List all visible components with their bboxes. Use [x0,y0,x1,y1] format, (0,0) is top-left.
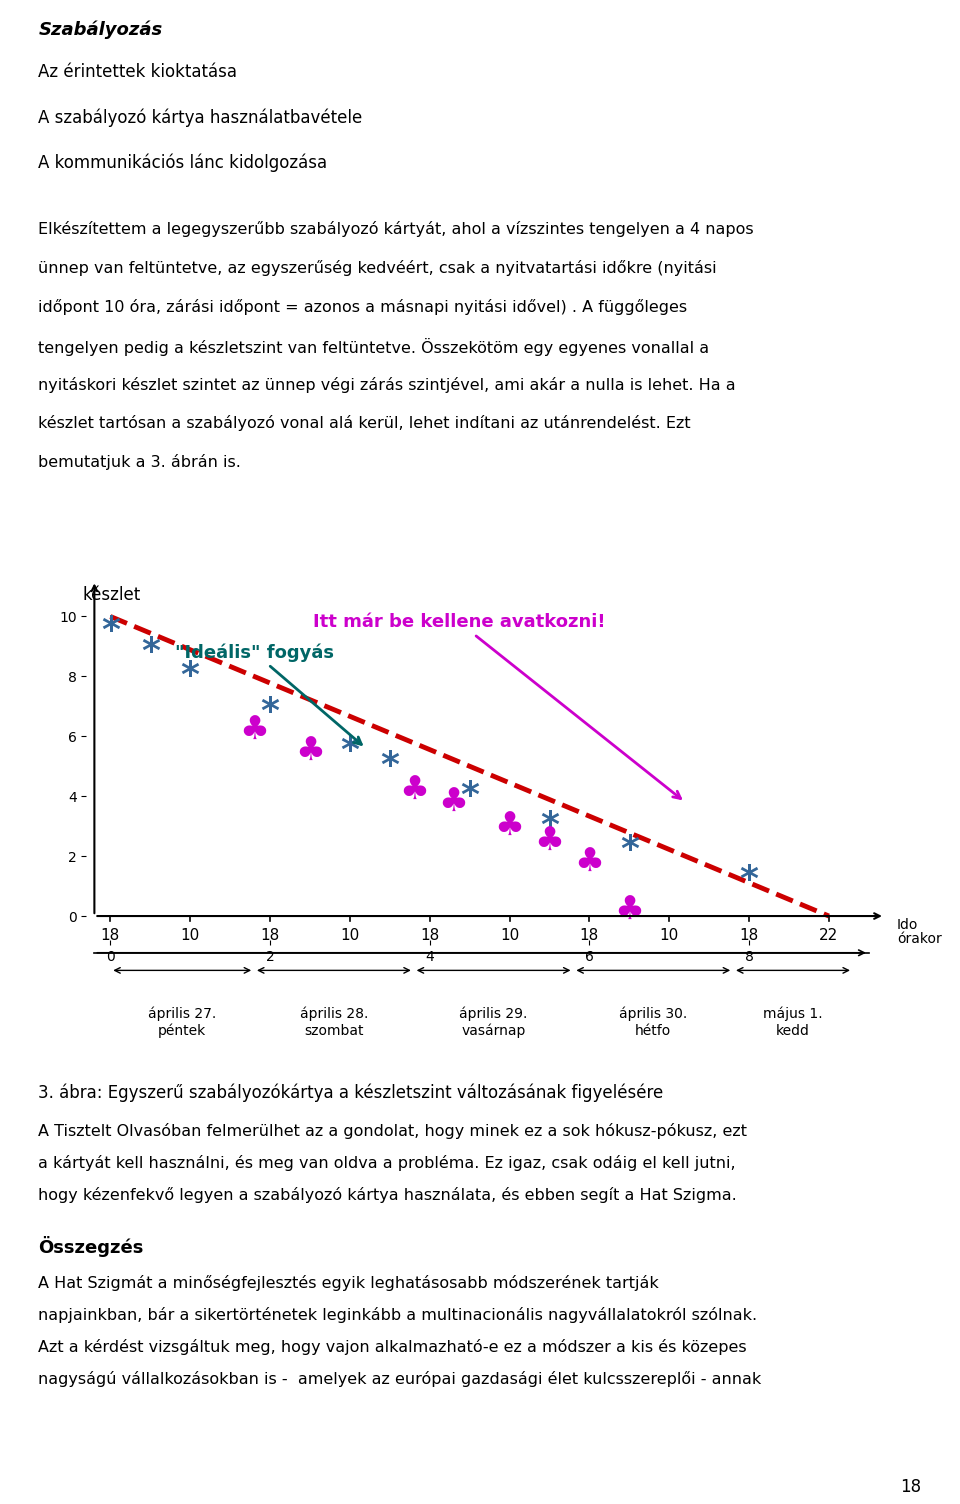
Text: *: * [260,695,279,729]
Text: *: * [460,779,479,814]
Text: 10: 10 [180,928,200,943]
Text: ♣: ♣ [535,824,564,857]
Text: Itt már be kellene avatkozni!: Itt már be kellene avatkozni! [313,614,681,799]
Text: bemutatjuk a 3. ábrán is.: bemutatjuk a 3. ábrán is. [38,454,241,471]
Text: *: * [620,833,638,868]
Text: a kártyát kell használni, és meg van oldva a probléma. Ez igaz, csak odáig el ke: a kártyát kell használni, és meg van old… [38,1155,736,1170]
Text: Szabályozás: Szabályozás [38,21,162,39]
Text: 18: 18 [580,928,599,943]
Text: ♣: ♣ [295,735,324,767]
Text: *: * [739,863,758,896]
Text: 18: 18 [900,1478,922,1496]
Text: nyitáskori készlet szintet az ünnep végi zárás szintjével, ami akár a nulla is l: nyitáskori készlet szintet az ünnep végi… [38,376,736,393]
Text: 10: 10 [340,928,359,943]
Text: ♣: ♣ [494,809,524,842]
Text: május 1.
kedd: május 1. kedd [763,1008,823,1038]
Text: hogy kézenfekvő legyen a szabályozó kártya használata, és ebben segít a Hat Szig: hogy kézenfekvő legyen a szabályozó kárt… [38,1187,737,1203]
Text: ♣: ♣ [574,845,605,878]
Text: *: * [141,635,159,669]
Text: Az érintettek kioktatása: Az érintettek kioktatása [38,63,237,81]
Text: A Hat Szigmát a minőségfejlesztés egyik leghatásosabb módszerének tartják: A Hat Szigmát a minőségfejlesztés egyik … [38,1275,660,1290]
Text: Elkészítettem a legegyszerűbb szabályozó kártyát, ahol a vízszintes tengelyen a : Elkészítettem a legegyszerűbb szabályozó… [38,221,754,236]
Text: időpont 10 óra, zárási időpont = azonos a másnapi nyitási idővel) . A függőleges: időpont 10 óra, zárási időpont = azonos … [38,299,687,314]
Text: április 28.
szombat: április 28. szombat [300,1008,368,1038]
Text: április 30.
hétfo: április 30. hétfo [619,1008,687,1038]
Text: *: * [180,659,200,693]
Text: *: * [380,749,399,784]
Text: 18: 18 [260,928,279,943]
Text: készlet tartósan a szabályozó vonal alá kerül, lehet indítani az utánrendelést. : készlet tartósan a szabályozó vonal alá … [38,415,691,432]
Text: *: * [101,615,120,648]
Text: ♣: ♣ [239,714,269,747]
Text: tengelyen pedig a készletszint van feltüntetve. Összekötöm egy egyenes vonallal : tengelyen pedig a készletszint van feltü… [38,337,709,355]
Text: A Tisztelt Olvasóban felmerülhet az a gondolat, hogy minek ez a sok hókusz-pókus: A Tisztelt Olvasóban felmerülhet az a go… [38,1122,748,1139]
Text: április 29.
vasárnap: április 29. vasárnap [460,1008,528,1038]
Text: órakor: órakor [897,931,942,946]
Text: ♣: ♣ [614,893,644,926]
Text: 18: 18 [101,928,120,943]
Text: ünnep van feltüntetve, az egyszerűség kedvéért, csak a nyitvatartási időkre (nyi: ünnep van feltüntetve, az egyszerűség ke… [38,260,717,275]
Text: nagyságú vállalkozásokban is -  amelyek az európai gazdasági élet kulcsszereplői: nagyságú vállalkozásokban is - amelyek a… [38,1372,761,1387]
Text: 18: 18 [420,928,440,943]
Text: *: * [341,734,359,769]
Text: 10: 10 [500,928,519,943]
Text: április 27.
péntek: április 27. péntek [148,1008,216,1038]
Text: A kommunikációs lánc kidolgozása: A kommunikációs lánc kidolgozása [38,153,327,173]
Text: ♣: ♣ [398,773,429,806]
Text: "Ideális" fogyás: "Ideális" fogyás [175,644,361,744]
Text: 18: 18 [739,928,758,943]
Text: Összegzés: Összegzés [38,1236,144,1257]
Text: A szabályozó kártya használatbavétele: A szabályozó kártya használatbavétele [38,108,363,126]
Text: 22: 22 [819,928,838,943]
Text: 3. ábra: Egyszerű szabályozókártya a készletszint változásának figyelésére: 3. ábra: Egyszerű szabályozókártya a kés… [38,1084,663,1102]
Text: ♣: ♣ [439,785,468,818]
Text: 10: 10 [660,928,679,943]
Text: *: * [540,809,559,844]
Text: készlet: készlet [83,587,141,605]
Text: Ido: Ido [897,917,918,932]
Text: Azt a kérdést vizsgáltuk meg, hogy vajon alkalmazható-e ez a módszer a kis és kö: Azt a kérdést vizsgáltuk meg, hogy vajon… [38,1339,747,1355]
Text: napjainkban, bár a sikertörténetek leginkább a multinacionális nagyvállalatokról: napjainkban, bár a sikertörténetek legin… [38,1307,757,1324]
